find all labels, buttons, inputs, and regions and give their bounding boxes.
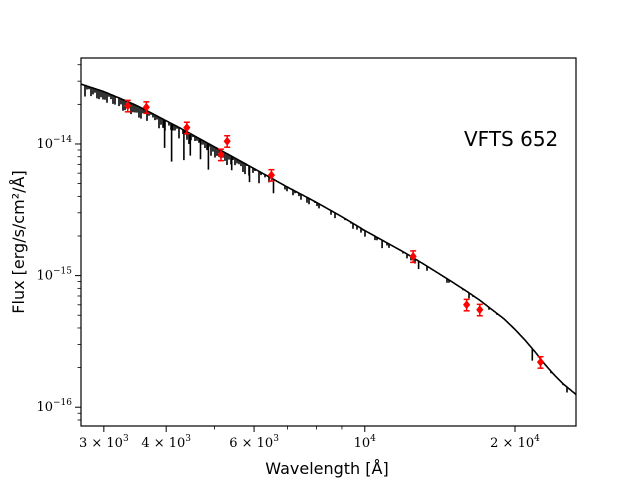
y-axis-ticks: 10−16 10−15 10−14 (36, 64, 81, 421)
photometry-point (536, 357, 545, 367)
photometry-point (142, 102, 150, 112)
x-axis-ticks: 3 × 103 4 × 103 6 × 103 104 2 × 104 (79, 426, 540, 451)
x-tick-label: 6 × 103 (229, 434, 279, 451)
y-tick-label: 10−16 (36, 398, 72, 415)
photometry-point (183, 123, 191, 133)
spectrum-absorption-lines (84, 85, 568, 393)
photometry-point (463, 300, 471, 310)
plot-frame (80, 57, 577, 427)
x-tick-label: 4 × 103 (141, 434, 191, 451)
photometry-point (267, 170, 276, 180)
photometry-point (409, 251, 417, 261)
photometry-point (223, 136, 231, 146)
x-axis-label: Wavelength [Å] (265, 459, 388, 478)
photometry-point (217, 150, 225, 160)
star-name-annotation: VFTS 652 (464, 127, 558, 151)
x-tick-label: 3 × 103 (79, 434, 129, 451)
y-tick-label: 10−15 (36, 267, 72, 284)
y-axis-label: Flux [erg/s/cm²/Å] (9, 170, 28, 313)
photometry-point (124, 101, 132, 111)
x-tick-label: 104 (354, 434, 377, 451)
photometry-point (476, 305, 484, 315)
y-tick-label: 10−14 (36, 135, 72, 152)
x-tick-label: 2 × 104 (490, 434, 540, 451)
